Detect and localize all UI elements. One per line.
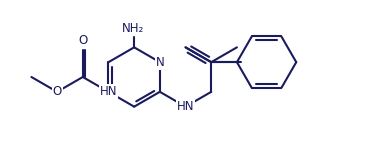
Text: NH₂: NH₂ xyxy=(122,22,144,35)
Text: O: O xyxy=(53,85,62,98)
Text: HN: HN xyxy=(100,85,117,98)
Text: O: O xyxy=(78,34,87,47)
Text: HN: HN xyxy=(177,100,194,113)
Text: N: N xyxy=(156,56,164,69)
